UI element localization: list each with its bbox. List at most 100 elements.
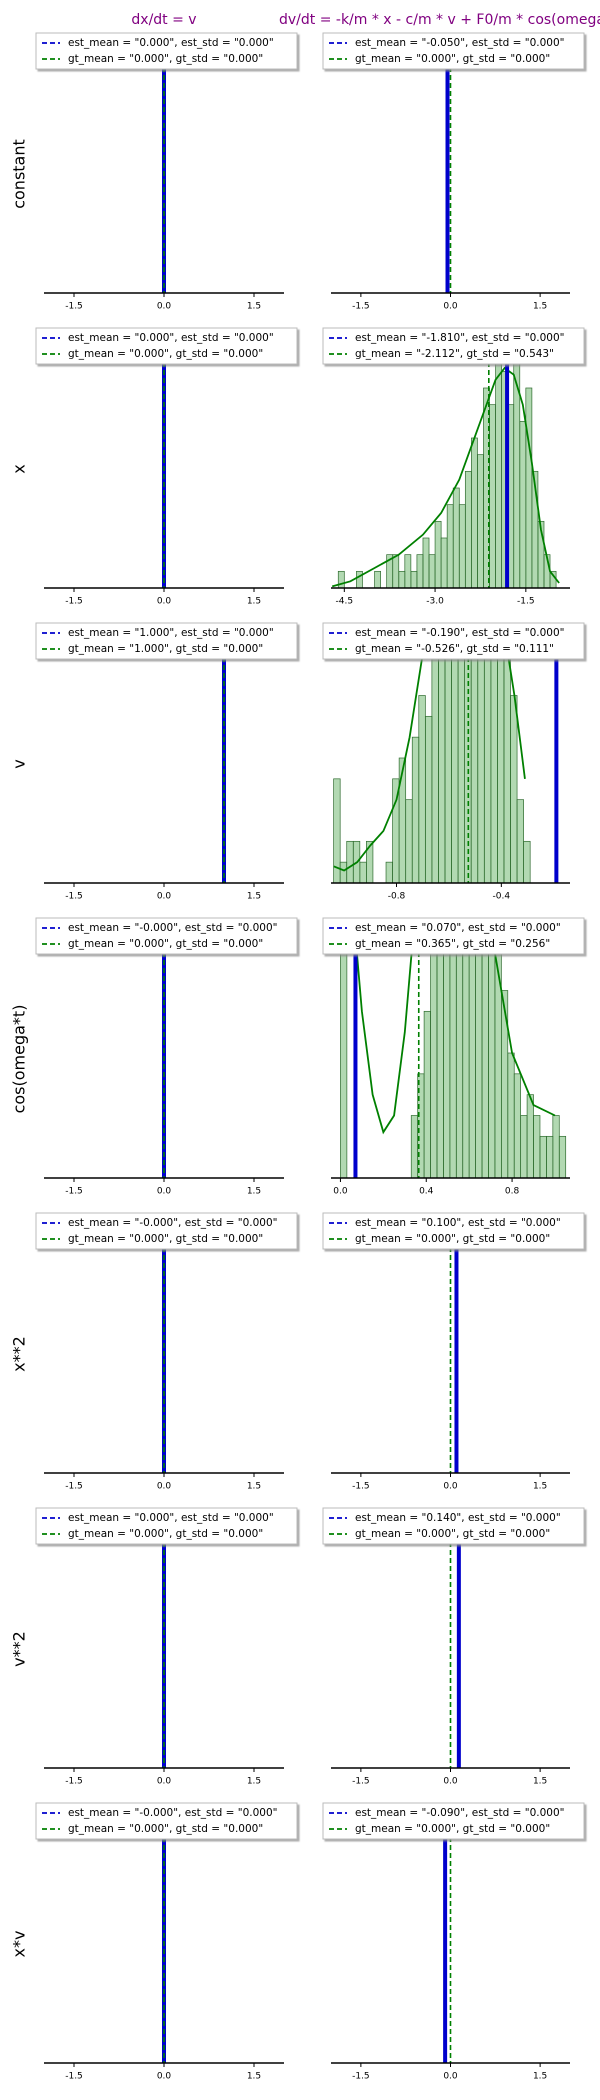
plot-area xyxy=(443,1813,452,2063)
plot-area xyxy=(331,338,560,588)
x-tick-label: 1.5 xyxy=(247,597,261,607)
histogram-bar xyxy=(552,1115,560,1178)
histogram-bar xyxy=(503,653,511,883)
x-tick-label: -1.5 xyxy=(65,1187,83,1197)
histogram-bar xyxy=(451,633,459,883)
histogram-bar xyxy=(356,570,363,588)
histogram-bar xyxy=(411,736,420,883)
histogram-bar xyxy=(416,554,424,588)
histogram-bar xyxy=(337,570,345,588)
legend-label: gt_mean = "0.000", gt_std = "0.000" xyxy=(68,348,263,360)
legend-label: est_mean = "-0.000", est_std = "0.000" xyxy=(68,922,277,934)
legend-label: est_mean = "0.070", est_std = "0.000" xyxy=(355,922,561,934)
x-tick-label: 1.5 xyxy=(247,2072,261,2082)
panel: -1.5 0.0 1.5 est_mean = "-0.000", est_std =… xyxy=(35,917,298,1197)
histogram-bar xyxy=(452,487,460,588)
legend-box xyxy=(35,32,298,70)
legend-label: gt_mean = "0.000", gt_std = "0.000" xyxy=(355,1823,550,1835)
legend-label: est_mean = "0.100", est_std = "0.000" xyxy=(355,1217,561,1229)
histogram-bar xyxy=(475,928,483,1178)
legend-label: est_mean = "0.140", est_std = "0.000" xyxy=(355,1512,561,1524)
x-tick-label: -1.5 xyxy=(352,302,370,312)
legend-label: est_mean = "-0.090", est_std = "0.000" xyxy=(355,1807,564,1819)
histogram-bar xyxy=(483,633,492,883)
row-label: v xyxy=(10,759,29,768)
x-tick-label: 1.5 xyxy=(533,1777,547,1787)
histogram-bar xyxy=(398,757,407,883)
histogram-bar xyxy=(477,454,484,588)
x-tick-label: 0.0 xyxy=(157,1187,172,1197)
histogram-bar xyxy=(464,470,472,588)
kde-curve xyxy=(333,633,526,872)
histogram-bar xyxy=(510,695,518,883)
histogram-bar xyxy=(392,554,400,588)
panel: -1.5 0.0 1.5 est_mean = "0.000", est_std = … xyxy=(35,1507,298,1787)
legend-label: gt_mean = "0.000", gt_std = "0.000" xyxy=(68,53,263,65)
histogram-bar xyxy=(440,537,448,588)
row-label: x**2 xyxy=(10,1336,29,1372)
legend-box xyxy=(35,327,298,365)
x-tick-label: 0.0 xyxy=(443,1482,458,1492)
histogram-bar xyxy=(519,420,527,588)
legend-box xyxy=(322,917,585,955)
x-tick-label: -1.5 xyxy=(352,1482,370,1492)
histogram-bar xyxy=(546,1135,554,1178)
histogram-bar xyxy=(418,695,426,883)
legend-box xyxy=(322,1802,585,1840)
histogram-bar xyxy=(423,1010,431,1178)
x-tick-label: 0.0 xyxy=(157,302,172,312)
histogram-bar xyxy=(436,928,444,1178)
legend-box xyxy=(35,1507,298,1545)
panel: -4.5 -3.0 -1.5 est_mean = "-1.810", est_std… xyxy=(322,327,585,607)
panel: -1.5 0.0 1.5 est_mean = "0.000", est_std = … xyxy=(35,327,298,607)
x-tick-label: -1.5 xyxy=(65,1482,83,1492)
x-tick-label: -1.5 xyxy=(65,302,83,312)
x-tick-label: 0.8 xyxy=(505,1187,520,1197)
panel: -1.5 0.0 1.5 est_mean = "0.100", est_std = … xyxy=(322,1212,585,1492)
legend-label: est_mean = "0.000", est_std = "0.000" xyxy=(68,1512,274,1524)
histogram-bar xyxy=(446,504,454,588)
x-tick-label: -1.5 xyxy=(65,597,83,607)
plot-area xyxy=(333,633,559,883)
histogram-bar xyxy=(457,633,466,883)
x-tick-label: 0.0 xyxy=(443,1777,458,1787)
x-tick-label: 0.0 xyxy=(443,2072,458,2082)
legend-box xyxy=(35,1212,298,1250)
histogram-bar xyxy=(458,504,466,588)
legend-label: gt_mean = "-0.526", gt_std = "0.111" xyxy=(355,643,554,655)
x-tick-label: -1.5 xyxy=(65,892,83,902)
x-tick-label: -3.0 xyxy=(426,597,444,607)
legend-box xyxy=(35,622,298,660)
legend-label: gt_mean = "0.000", gt_std = "0.000" xyxy=(355,1233,550,1245)
histogram-bar xyxy=(374,570,381,588)
legend-label: est_mean = "-0.000", est_std = "0.000" xyxy=(68,1807,277,1819)
histogram-bar xyxy=(525,387,533,588)
legend-box xyxy=(322,32,585,70)
x-tick-label: 0.0 xyxy=(157,2072,172,2082)
x-tick-label: 0.0 xyxy=(333,1187,348,1197)
legend-label: gt_mean = "1.000", gt_std = "0.000" xyxy=(68,643,263,655)
legend-label: gt_mean = "0.000", gt_std = "0.000" xyxy=(355,1528,550,1540)
panel: -1.5 0.0 1.5 est_mean = "-0.090", est_std =… xyxy=(322,1802,585,2082)
legend-label: gt_mean = "0.365", gt_std = "0.256" xyxy=(355,938,550,950)
legend-box xyxy=(322,327,585,365)
kde-curve xyxy=(353,928,556,1135)
plot-area xyxy=(449,1223,459,1473)
x-tick-label: 0.0 xyxy=(157,1482,172,1492)
row-label: cos(omega*t) xyxy=(10,1005,29,1114)
histogram-bar xyxy=(533,1115,541,1178)
panel: 0.0 0.4 0.8 est_mean = "0.070", est_std = "… xyxy=(322,917,585,1197)
legend-label: gt_mean = "0.000", gt_std = "0.000" xyxy=(68,1233,263,1245)
row-label: x xyxy=(10,464,29,473)
x-tick-label: -4.5 xyxy=(336,597,354,607)
histogram-bar xyxy=(520,1115,528,1178)
x-tick-label: 1.5 xyxy=(247,892,261,902)
legend-label: est_mean = "0.000", est_std = "0.000" xyxy=(68,332,274,344)
x-tick-label: -1.5 xyxy=(517,597,535,607)
histogram-bar xyxy=(359,861,367,883)
x-tick-label: 1.5 xyxy=(247,302,261,312)
histogram-bar xyxy=(471,437,478,588)
histogram-bar xyxy=(558,1135,567,1178)
histogram-bar xyxy=(438,633,446,883)
x-tick-label: 0.0 xyxy=(157,892,172,902)
